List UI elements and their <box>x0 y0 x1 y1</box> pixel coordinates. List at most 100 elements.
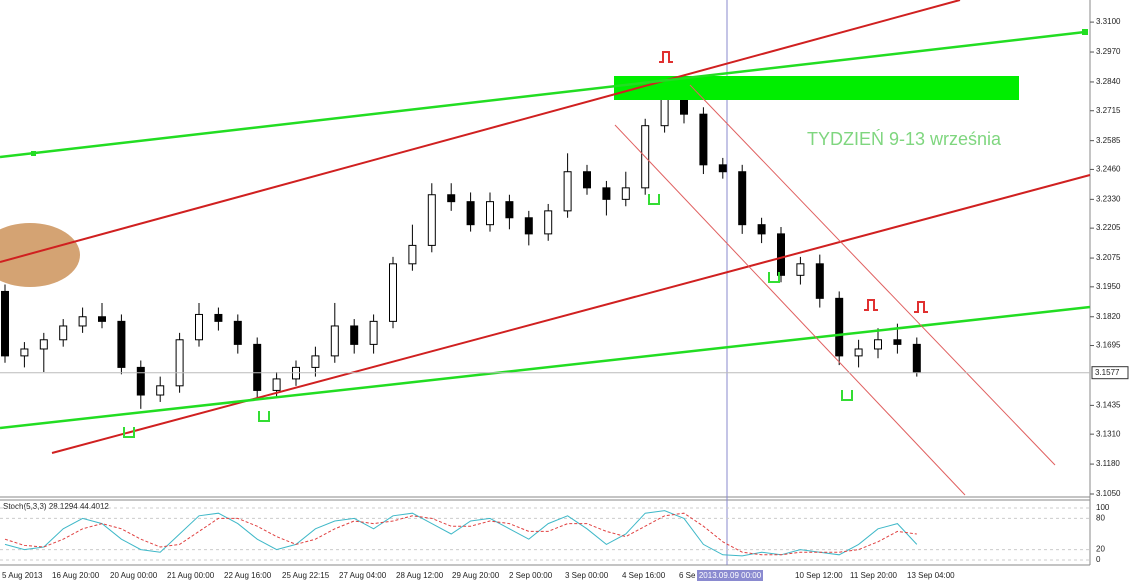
stoch-title: Stoch(5,3,3) 28.1294 44.4012 <box>3 502 109 511</box>
candles <box>1 84 921 409</box>
y-tick-label: 3.1820 <box>1096 312 1121 321</box>
candle-body <box>835 297 844 357</box>
line-handle <box>1082 29 1088 35</box>
buy-signal <box>768 272 780 283</box>
buy-signal <box>648 194 660 205</box>
y-tick-label: 3.1695 <box>1096 341 1121 350</box>
x-tick-label: 11 Sep 20:00 <box>850 571 898 580</box>
candle-body <box>311 355 320 368</box>
candle-body <box>583 171 591 189</box>
x-tick-label: 13 Sep 04:00 <box>907 571 955 580</box>
candle-body <box>505 201 514 219</box>
candle-body <box>621 187 630 200</box>
candle-body <box>893 339 902 345</box>
buy-signal <box>841 390 853 401</box>
candle-body <box>757 224 766 235</box>
y-tick-label: 20 <box>1096 545 1105 554</box>
x-tick-label: 5 Aug 2013 <box>2 571 43 580</box>
trend-line <box>51 174 1091 454</box>
y-tick-label: 3.3100 <box>1096 17 1121 26</box>
x-tick-label: 29 Aug 20:00 <box>452 571 500 580</box>
y-tick-label: 3.1180 <box>1096 459 1120 468</box>
candle-body <box>602 187 611 200</box>
candle-body <box>524 217 533 235</box>
candle-body <box>78 316 87 327</box>
candle-body <box>486 201 494 226</box>
candle-body <box>136 366 145 396</box>
y-tick-label: 3.2205 <box>1096 223 1121 232</box>
buy-signal <box>258 411 270 422</box>
candle-body <box>330 325 339 357</box>
y-tick-label: 3.1310 <box>1096 429 1121 438</box>
sell-signals <box>659 51 928 313</box>
y-tick-label: 3.2840 <box>1096 77 1121 86</box>
x-tick-label: 10 Sep 12:00 <box>795 571 843 580</box>
trend-line <box>0 0 961 263</box>
stoch-line <box>4 512 917 556</box>
candle-body <box>699 113 708 166</box>
candle-body <box>777 233 785 276</box>
candle-body <box>447 194 456 203</box>
sell-signal <box>914 301 928 313</box>
x-tick-label: 20 Aug 00:00 <box>110 571 158 580</box>
x-tick-label: 25 Aug 22:15 <box>282 571 330 580</box>
candle-body <box>39 339 48 350</box>
y-tick-label: 80 <box>1096 514 1105 523</box>
candle-body <box>718 164 727 173</box>
x-tick-label: 27 Aug 04:00 <box>339 571 387 580</box>
y-tick-label: 3.2460 <box>1096 165 1121 174</box>
candle-body <box>563 171 572 212</box>
sell-signal <box>864 299 878 311</box>
y-tick-label: 100 <box>1096 503 1110 512</box>
y-tick-label: 3.1435 <box>1096 400 1121 409</box>
y-tick-label: 3.2585 <box>1096 136 1121 145</box>
candle-body <box>389 263 397 322</box>
candle-body <box>59 325 68 341</box>
candle-body <box>117 320 126 368</box>
trend-line <box>0 30 1086 159</box>
candle-body <box>20 348 29 357</box>
candle-body <box>350 325 359 345</box>
candle-body <box>195 313 203 341</box>
candle-body <box>156 385 165 396</box>
x-tick-label: 21 Aug 00:00 <box>167 571 215 580</box>
trend-line <box>0 305 1091 430</box>
resistance-zone <box>614 76 1019 100</box>
channel-line <box>614 124 966 496</box>
candle-body <box>175 339 184 387</box>
candle-body <box>427 194 436 246</box>
candle-body <box>854 348 863 357</box>
candle-body <box>544 210 553 235</box>
candle-body <box>98 316 106 322</box>
candle-body <box>408 244 417 265</box>
sell-signal <box>659 51 673 63</box>
y-tick-label: 3.1950 <box>1096 282 1121 291</box>
candle-body <box>369 320 378 345</box>
y-tick-label: 3.1050 <box>1096 489 1121 498</box>
candle-body <box>796 263 805 276</box>
buy-signal <box>123 427 135 438</box>
x-tick-label: 28 Aug 12:00 <box>396 571 444 580</box>
x-tick-label: 22 Aug 16:00 <box>224 571 272 580</box>
candle-body <box>214 313 223 322</box>
candle-body <box>815 263 824 299</box>
y-tick-label: 3.2075 <box>1096 253 1121 262</box>
candle-body <box>1 290 9 357</box>
y-tick-label: 3.2330 <box>1096 194 1121 203</box>
candle-body <box>466 201 475 226</box>
crosshair-label-box <box>697 570 763 581</box>
candle-body <box>253 343 262 391</box>
annotation: TYDZIEŃ 9-13 września <box>807 129 1002 149</box>
x-tick-label: 4 Sep 16:00 <box>622 571 666 580</box>
candle-body <box>233 320 242 345</box>
stoch-line <box>4 510 918 557</box>
y-tick-label: 3.2715 <box>1096 106 1121 115</box>
x-tick-label: 16 Aug 20:00 <box>52 571 100 580</box>
x-tick-label: 3 Sep 00:00 <box>565 571 609 580</box>
x-tick-label: 6 Se <box>679 571 696 580</box>
y-tick-label: 3.2970 <box>1096 47 1121 56</box>
buy-signals <box>123 194 853 438</box>
candle-body <box>738 171 747 226</box>
candle-body <box>912 343 921 373</box>
